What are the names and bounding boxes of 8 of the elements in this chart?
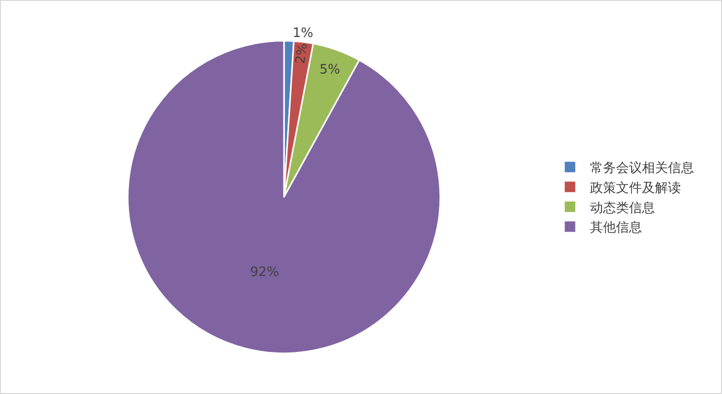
legend-label: 动态类信息 [590, 200, 655, 216]
data-label: 5% [319, 62, 340, 78]
data-label: 1% [292, 26, 314, 41]
legend-label: 常务会议相关信息 [590, 161, 694, 176]
legend-label: 政策文件及解读 [590, 180, 681, 196]
data-label: 92% [250, 265, 280, 280]
data-label: 2% [293, 42, 311, 65]
legend-label: 其他信息 [590, 220, 642, 236]
